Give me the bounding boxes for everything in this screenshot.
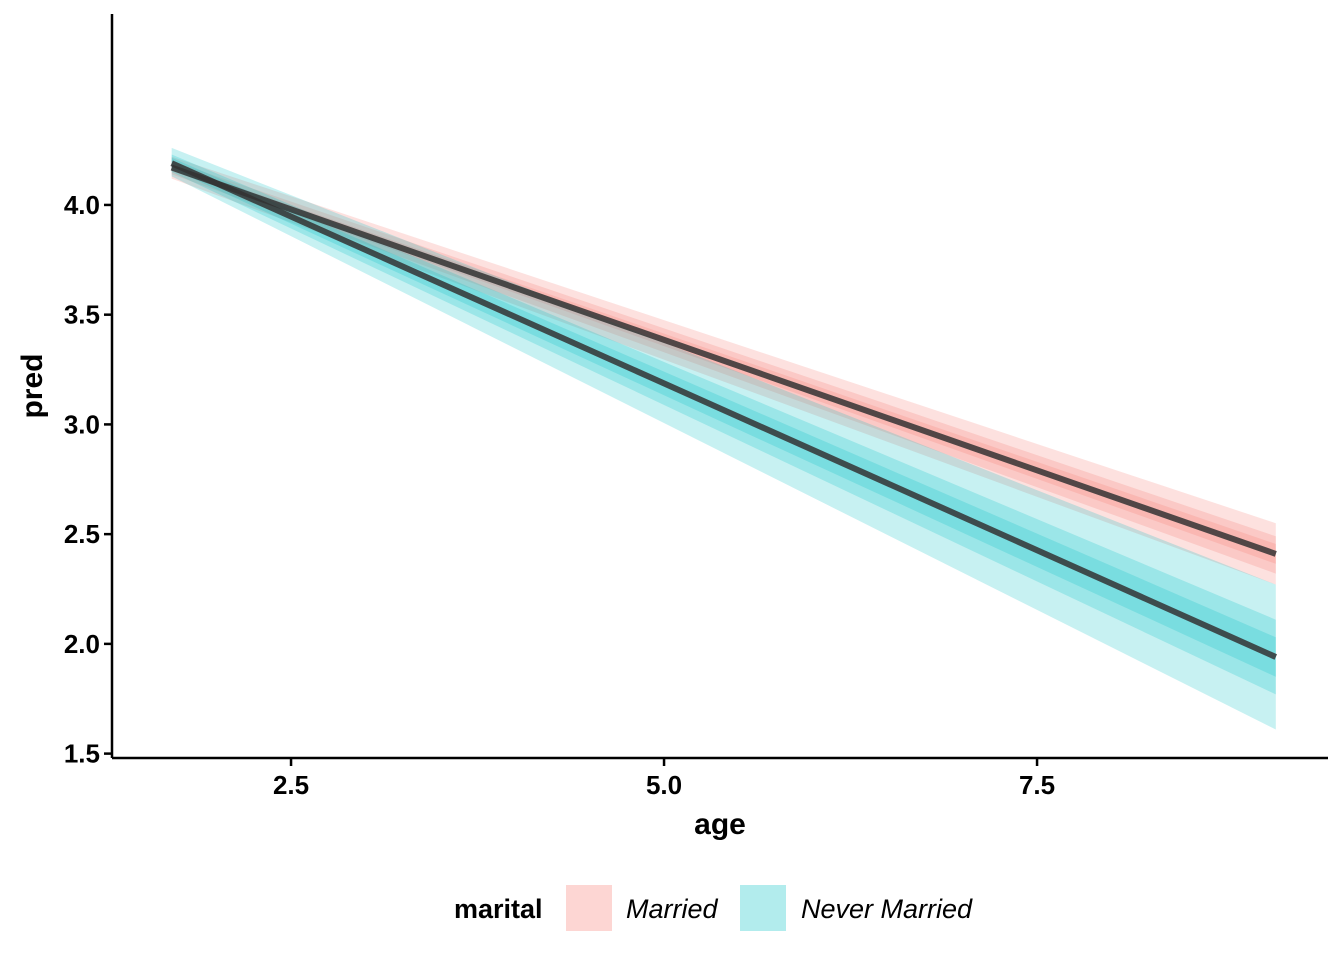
y-axis-ticks: 1.5 2.0 2.5 3.0 3.5 4.0 — [64, 190, 112, 769]
legend: marital Married Never Married — [454, 885, 973, 931]
y-tick-label: 3.0 — [64, 409, 100, 439]
y-axis-title: pred — [16, 353, 49, 418]
x-tick-label: 7.5 — [1019, 770, 1055, 800]
legend-key-married — [566, 885, 612, 931]
band-never-married-1 — [171, 147, 1276, 730]
x-axis-ticks: 2.5 5.0 7.5 — [273, 758, 1055, 800]
y-tick-label: 2.5 — [64, 519, 100, 549]
y-tick-label: 4.0 — [64, 190, 100, 220]
legend-label-never-married: Never Married — [801, 894, 973, 924]
line-married — [170, 164, 1277, 557]
y-tick-label: 1.5 — [64, 739, 100, 769]
y-tick-label: 3.5 — [64, 300, 100, 330]
x-axis-title: age — [694, 808, 746, 841]
y-tick-label: 2.0 — [64, 629, 100, 659]
legend-key-never-married — [740, 885, 786, 931]
line-never-married — [170, 160, 1278, 660]
prediction-lines — [170, 160, 1278, 660]
x-tick-label: 2.5 — [273, 770, 309, 800]
x-tick-label: 5.0 — [646, 770, 682, 800]
legend-label-married: Married — [626, 894, 719, 924]
legend-title: marital — [454, 894, 543, 924]
